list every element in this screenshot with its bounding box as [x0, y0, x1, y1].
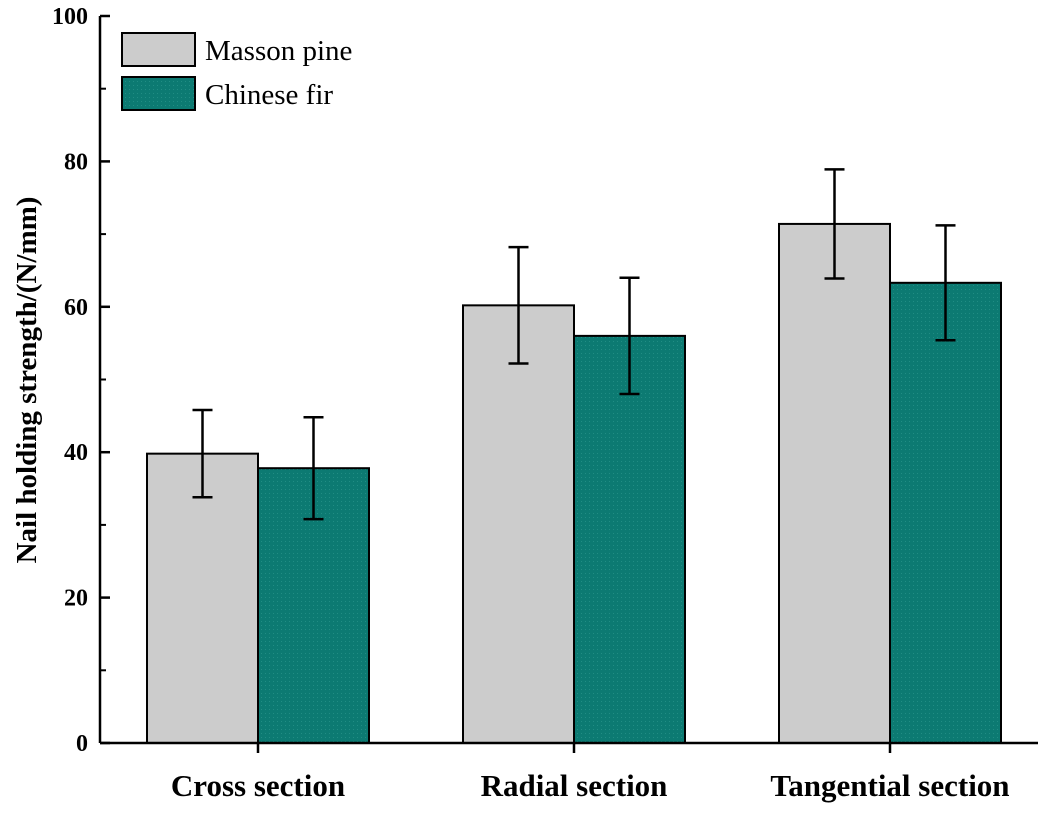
x-tick-label: Cross section: [171, 768, 345, 803]
y-tick-label: 100: [52, 4, 88, 30]
x-tick-label: Radial section: [481, 768, 668, 803]
y-tick-label: 0: [76, 731, 88, 757]
legend-label: Masson pine: [205, 35, 352, 67]
bar-masson-pine-2: [462, 304, 575, 744]
y-tick-label: 40: [64, 440, 88, 466]
bar-masson-pine-1: [146, 452, 259, 744]
bar-chinese-fir-2: [573, 334, 686, 744]
legend-swatch-chinese-fir: [121, 76, 196, 111]
legend-label: Chinese fir: [205, 79, 333, 111]
bar-masson-pine-3: [778, 222, 891, 744]
x-tick-label: Tangential section: [770, 768, 1009, 803]
y-axis-title: Nail holding strength/(N/mm): [11, 197, 43, 564]
plot-area: 0 20 40 60 80 100 Cross section Radial section T…: [52, 4, 1038, 803]
y-tick-label: 80: [64, 149, 88, 175]
y-tick-label: 20: [64, 586, 88, 612]
bar-chinese-fir-3: [889, 281, 1002, 744]
legend-swatch-masson-pine: [121, 32, 196, 67]
y-tick-label: 60: [64, 295, 88, 321]
